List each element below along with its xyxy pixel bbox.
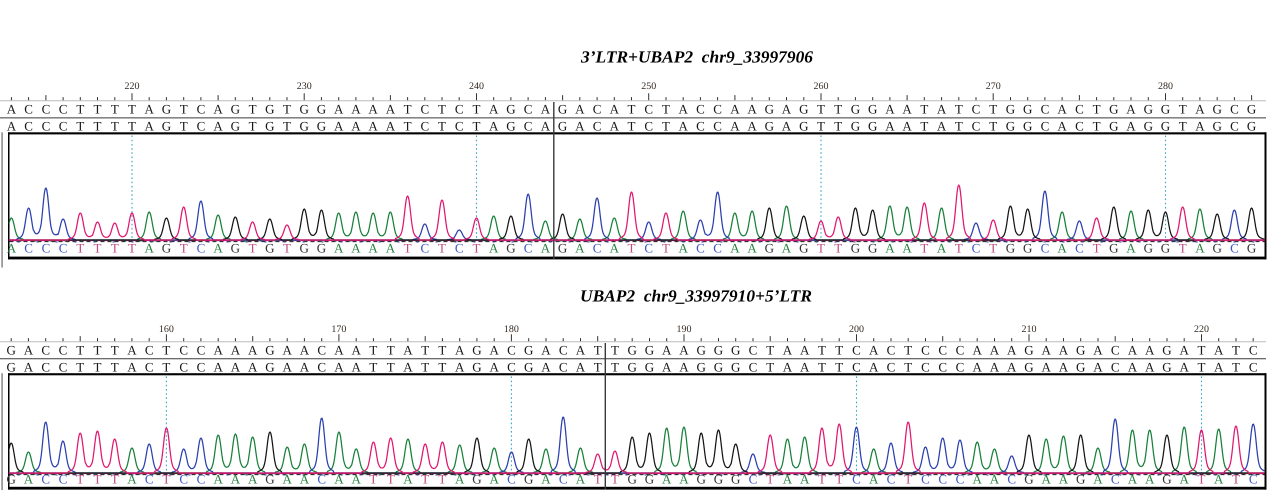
svg-text:GACCTTTACTCCAAAGAACAATTATTAGAC: GACCTTTACTCCAAAGAACAATTATTAGACGACATTGGAA… bbox=[7, 359, 1258, 374]
svg-text:200: 200 bbox=[849, 324, 864, 335]
svg-text:230: 230 bbox=[297, 81, 312, 92]
svg-text:160: 160 bbox=[159, 324, 174, 335]
svg-text:280: 280 bbox=[1158, 81, 1173, 92]
svg-text:260: 260 bbox=[814, 81, 829, 92]
svg-text:210: 210 bbox=[1022, 324, 1037, 335]
svg-text:180: 180 bbox=[504, 324, 519, 335]
svg-text:220: 220 bbox=[1194, 324, 1209, 335]
svg-text:240: 240 bbox=[469, 81, 484, 92]
svg-text:190: 190 bbox=[677, 324, 692, 335]
svg-text:ACCCTTTTAGTCAGTGTGGAAAATCTCTAG: ACCCTTTTAGTCAGTGTGGAAAATCTCTAGCAGACATCTA… bbox=[7, 119, 1257, 134]
svg-text:270: 270 bbox=[986, 81, 1001, 92]
svg-text:UBAP2 chr9_33997910+5’LTR: UBAP2 chr9_33997910+5’LTR bbox=[580, 287, 812, 306]
svg-text:GACCTTTACTCCAAAGAACAATTATTAGAC: GACCTTTACTCCAAAGAACAATTATTAGACGACATTGGAA… bbox=[7, 343, 1258, 358]
svg-text:3’LTR+UBAP2 chr9_33997906: 3’LTR+UBAP2 chr9_33997906 bbox=[580, 48, 814, 67]
svg-text:250: 250 bbox=[641, 81, 656, 92]
svg-text:220: 220 bbox=[125, 81, 140, 92]
svg-text:ACCCTTTTAGTCAGTGTGGAAAATCTCTAG: ACCCTTTTAGTCAGTGTGGAAAATCTCTAGCAGACATCTA… bbox=[7, 102, 1257, 117]
svg-text:170: 170 bbox=[331, 324, 346, 335]
